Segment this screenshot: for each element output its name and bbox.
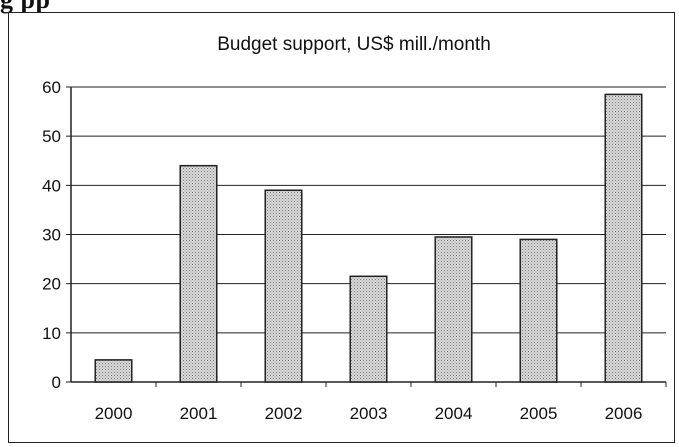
y-tick-label: 30 [42, 226, 61, 245]
x-tick-label: 2005 [520, 404, 558, 423]
bars [94, 93, 643, 383]
bar-2002 [264, 189, 303, 383]
bar-2001 [179, 164, 218, 383]
x-tick-label: 2000 [95, 404, 133, 423]
x-tick-label: 2002 [265, 404, 303, 423]
y-tick-label: 60 [42, 78, 61, 97]
bar-2006 [604, 93, 643, 383]
y-tick-label: 50 [42, 127, 61, 146]
chart-title: Budget support, US$ mill./month [217, 34, 491, 55]
gridlines [71, 86, 666, 334]
y-tick-label: 20 [42, 275, 61, 294]
x-tick-labels: 2000 2001 2002 2003 2004 2005 2006 [95, 404, 643, 423]
x-tick-label: 2001 [180, 404, 218, 423]
bar-2000 [94, 359, 133, 383]
y-tick-label: 10 [42, 324, 61, 343]
bar-2003 [349, 275, 388, 383]
x-tick-label: 2003 [350, 404, 388, 423]
y-tick-label: 0 [52, 373, 61, 392]
x-tick-label: 2006 [605, 404, 643, 423]
bar-2004 [434, 236, 473, 383]
bar-2005 [519, 238, 558, 383]
x-tick-label: 2004 [435, 404, 473, 423]
y-tick-labels: 0 10 20 30 40 50 60 [42, 78, 61, 392]
y-tick-label: 40 [42, 176, 61, 195]
section-heading-fragment: g pp [0, 0, 55, 13]
